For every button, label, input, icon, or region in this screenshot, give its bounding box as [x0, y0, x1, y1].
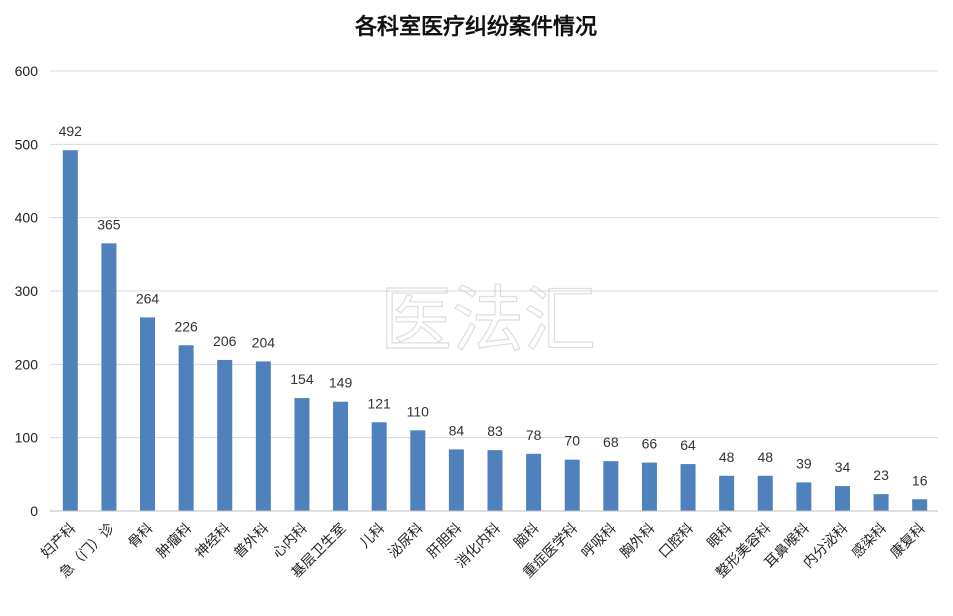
- data-label: 84: [449, 422, 465, 438]
- data-labels: 492 365 264 226 206 204 154 149 121 110 84 83 78 70 68…: [59, 123, 928, 488]
- bar: [410, 430, 426, 511]
- y-tick-label: 0: [30, 503, 38, 519]
- bar: [101, 243, 117, 512]
- data-label: 48: [719, 449, 735, 465]
- bars: [62, 150, 928, 512]
- data-label: 83: [487, 423, 503, 439]
- x-category-label: 呼吸科: [579, 521, 620, 562]
- y-tick-label: 200: [15, 356, 39, 372]
- data-label: 70: [564, 433, 580, 449]
- data-label: 154: [290, 371, 314, 387]
- y-tick-label: 500: [15, 136, 39, 152]
- bar: [641, 462, 657, 511]
- bar: [564, 459, 580, 511]
- data-label: 68: [603, 434, 619, 450]
- x-category-label: 胸外科: [617, 521, 658, 562]
- x-category-label: 儿科: [357, 521, 388, 552]
- data-label: 23: [873, 467, 889, 483]
- data-label: 66: [642, 436, 658, 452]
- bar: [719, 475, 735, 511]
- x-category-label: 泌尿科: [386, 521, 427, 562]
- bar: [255, 361, 271, 511]
- chart-title: 各科室医疗纠纷案件情况: [354, 14, 597, 40]
- bar: [178, 345, 194, 511]
- data-label: 64: [680, 437, 696, 453]
- watermark-logo: 医法汇: [380, 278, 596, 362]
- data-label: 110: [407, 403, 430, 419]
- gridlines: [50, 70, 938, 439]
- y-axis-ticks: 0 100 200 300 400 500 600: [15, 63, 39, 519]
- x-category-label: 眼科: [704, 521, 735, 552]
- data-label: 492: [59, 123, 83, 139]
- x-category-label: 口腔科: [656, 521, 697, 562]
- data-label: 226: [174, 318, 198, 334]
- x-category-label: 康复科: [887, 520, 929, 562]
- bar: [526, 453, 542, 511]
- data-label: 149: [329, 375, 353, 391]
- bar: [796, 482, 812, 511]
- bar: [680, 464, 696, 511]
- x-axis-categories: 妇产科急（门）诊 骨科肿瘤科神经科普外科心内科基层卫生室 儿科泌尿科肝胆科消化内科脑…: [37, 520, 928, 582]
- y-tick-label: 400: [15, 210, 39, 226]
- bar: [603, 461, 619, 511]
- bar: [873, 494, 889, 511]
- x-category-label: 感染科: [848, 520, 890, 562]
- y-tick-label: 600: [15, 63, 39, 79]
- data-label: 264: [136, 290, 160, 306]
- y-tick-label: 300: [15, 283, 39, 299]
- data-label: 48: [757, 449, 773, 465]
- data-label: 78: [526, 427, 542, 443]
- bar: [757, 475, 773, 511]
- x-category-label: 普外科: [231, 521, 272, 562]
- data-label: 206: [213, 333, 237, 349]
- data-label: 34: [835, 459, 851, 475]
- data-label: 16: [912, 472, 928, 488]
- x-category-label: 肿瘤科: [153, 520, 195, 562]
- bar: [448, 449, 464, 511]
- x-category-label: 骨科: [125, 521, 156, 552]
- y-tick-label: 100: [15, 430, 39, 446]
- bar: [487, 450, 503, 511]
- bar: [834, 486, 850, 511]
- bar: [333, 401, 349, 511]
- data-label: 121: [367, 395, 391, 411]
- data-label: 204: [252, 334, 276, 350]
- bar: [62, 150, 78, 511]
- bar: [294, 398, 310, 511]
- data-label: 39: [796, 455, 812, 471]
- data-label: 365: [97, 216, 121, 232]
- bar: [140, 317, 156, 511]
- bar: [217, 359, 233, 511]
- x-category-label: 脑科: [511, 521, 542, 552]
- x-category-label: 神经科: [193, 521, 234, 562]
- bar: [912, 499, 928, 511]
- bar: [371, 422, 387, 511]
